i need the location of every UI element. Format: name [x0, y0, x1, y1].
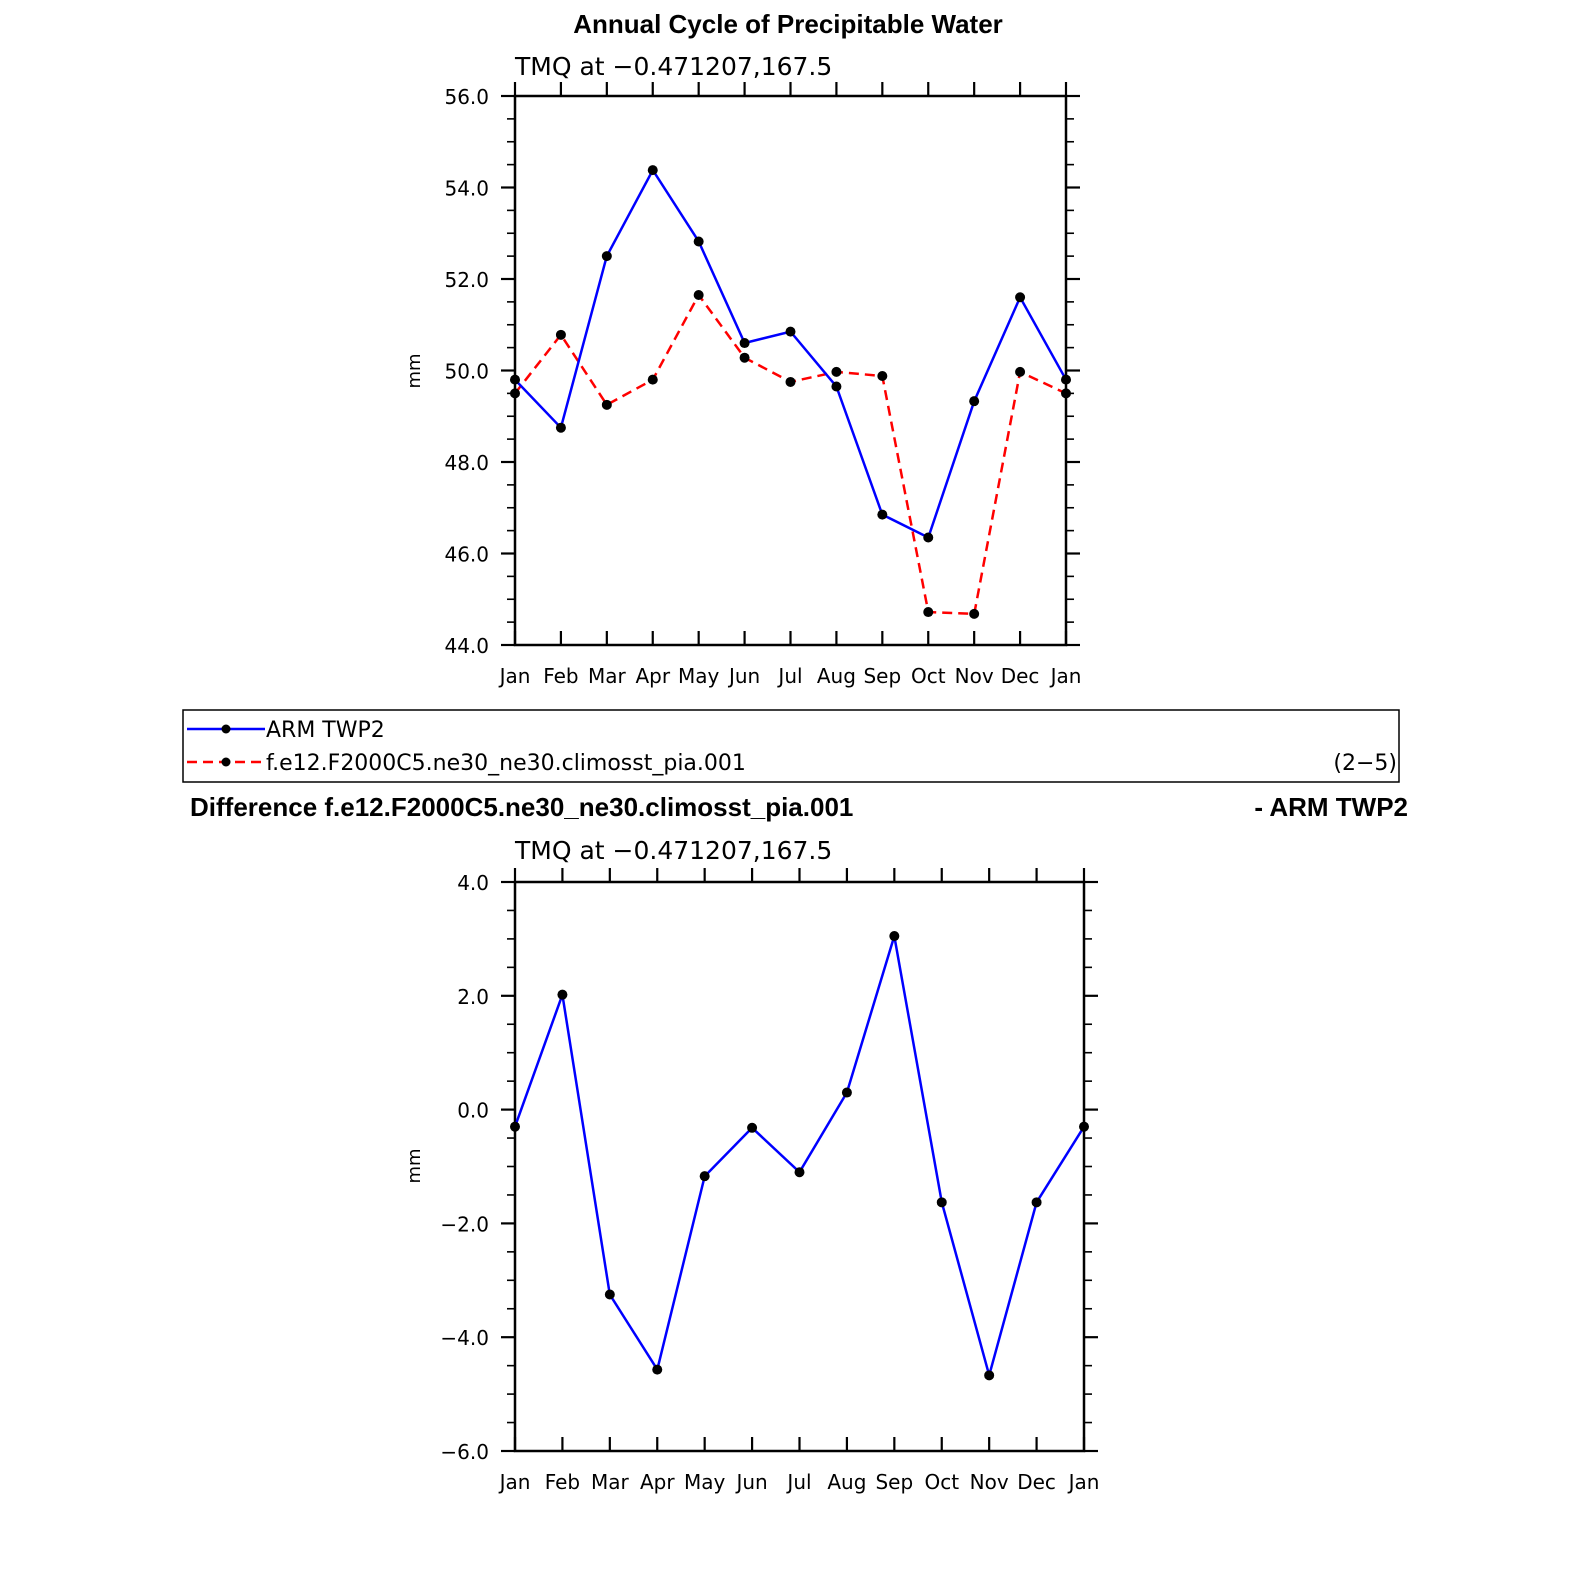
data-point: [693, 290, 704, 301]
x-tick-label: Jul: [785, 1470, 811, 1494]
x-tick-label: Sep: [875, 1470, 913, 1494]
chart-subtitle: TMQ at −0.471207,167.5: [514, 836, 832, 865]
chart-subtitle: TMQ at −0.471207,167.5: [514, 52, 832, 81]
x-tick-label: Oct: [924, 1470, 959, 1494]
data-point: [1061, 374, 1071, 385]
data-point: [647, 374, 658, 385]
x-tick-label: Feb: [545, 1470, 580, 1494]
y-tick-label: 50.0: [444, 360, 489, 384]
y-tick-label: 2.0: [457, 985, 489, 1009]
data-point: [1015, 366, 1026, 377]
x-tick-label: Aug: [827, 1470, 866, 1494]
plot-frame: [513, 880, 1086, 1453]
data-point: [510, 388, 520, 399]
data-point: [647, 165, 658, 176]
y-tick-label: 46.0: [444, 543, 489, 567]
chart-difference: Difference f.e12.F2000C5.ne30_ne30.climo…: [190, 792, 1408, 1494]
legend-box: [182, 709, 1400, 783]
data-point: [739, 352, 750, 363]
data-point: [936, 1197, 947, 1208]
x-tick-label: Nov: [970, 1470, 1009, 1494]
data-point: [831, 366, 842, 377]
x-tick-label: Apr: [635, 664, 670, 688]
data-point: [652, 1364, 663, 1375]
y-tick-label: −2.0: [440, 1212, 489, 1236]
x-tick-label: Aug: [817, 664, 856, 688]
legend: ARM TWP2 f.e12.F2000C5.ne30_ne30.climoss…: [182, 709, 1400, 783]
data-point: [693, 236, 704, 247]
y-tick-label: 52.0: [444, 268, 489, 292]
y-tick-label: 54.0: [444, 177, 489, 201]
x-tick-label: Apr: [640, 1470, 675, 1494]
data-point: [831, 381, 842, 392]
x-tick-label: May: [684, 1470, 726, 1494]
x-tick-label: Nov: [955, 664, 994, 688]
series-line: [514, 167, 1068, 540]
data-point: [785, 376, 796, 387]
data-point: [1061, 388, 1071, 399]
y-tick-label: −6.0: [440, 1440, 489, 1464]
data-point: [984, 1370, 995, 1381]
x-tick-label: Jan: [1049, 664, 1082, 688]
y-tick-label: 0.0: [457, 1099, 489, 1123]
data-point: [601, 251, 612, 262]
difference-title-right: - ARM TWP2: [1254, 792, 1408, 822]
data-point: [889, 931, 900, 942]
data-point: [699, 1171, 710, 1182]
x-tick-label: Mar: [591, 1470, 630, 1494]
legend-note: (2−5): [1333, 751, 1397, 776]
x-tick-label: Jan: [498, 664, 531, 688]
data-point: [555, 422, 566, 433]
legend-marker-arm: [221, 724, 231, 734]
x-tick-label: Jul: [776, 664, 802, 688]
x-tick-label: Dec: [1017, 1470, 1056, 1494]
data-point: [604, 1289, 615, 1300]
data-point: [877, 509, 888, 520]
y-axis-label: mm: [404, 353, 425, 388]
y-tick-label: 4.0: [457, 871, 489, 895]
x-tick-label: Jan: [1067, 1470, 1100, 1494]
data-point: [785, 326, 796, 337]
data-point: [1031, 1197, 1042, 1208]
data-point: [601, 399, 612, 410]
data-point: [510, 1121, 520, 1132]
difference-title-left: Difference f.e12.F2000C5.ne30_ne30.climo…: [190, 792, 853, 822]
x-tick-label: May: [678, 664, 720, 688]
series-line: [513, 935, 1086, 1381]
data-point: [923, 607, 934, 618]
data-point: [1015, 292, 1026, 303]
data-point: [969, 396, 980, 407]
y-tick-label: −4.0: [440, 1326, 489, 1350]
y-axis-label: mm: [404, 1148, 425, 1183]
data-point: [1079, 1121, 1089, 1132]
legend-entry-model: f.e12.F2000C5.ne30_ne30.climosst_pia.001: [266, 751, 746, 776]
chart-title: Annual Cycle of Precipitable Water: [573, 9, 1003, 39]
data-point: [557, 989, 568, 1000]
x-tick-label: Oct: [911, 664, 946, 688]
x-tick-label: Mar: [588, 664, 627, 688]
y-tick-label: 56.0: [444, 85, 489, 109]
x-tick-label: Jun: [734, 1470, 767, 1494]
series-line: [514, 292, 1067, 616]
x-tick-label: Jan: [498, 1470, 531, 1494]
x-tick-label: Dec: [1001, 664, 1040, 688]
data-point: [877, 370, 888, 381]
data-point: [794, 1167, 805, 1178]
x-tick-label: Sep: [863, 664, 901, 688]
data-point: [841, 1087, 852, 1098]
data-point: [555, 329, 566, 340]
legend-entry-arm: ARM TWP2: [266, 718, 385, 743]
chart-annual-cycle: Annual Cycle of Precipitable Water TMQ a…: [404, 9, 1081, 688]
y-tick-label: 44.0: [444, 634, 489, 658]
data-point: [510, 374, 520, 385]
y-tick-label: 48.0: [444, 451, 489, 475]
data-point: [747, 1122, 758, 1133]
data-point: [739, 338, 750, 349]
x-tick-label: Jun: [727, 664, 760, 688]
data-point: [923, 532, 934, 543]
x-tick-label: Feb: [543, 664, 578, 688]
legend-marker-model: [221, 757, 231, 767]
data-point: [969, 608, 980, 619]
